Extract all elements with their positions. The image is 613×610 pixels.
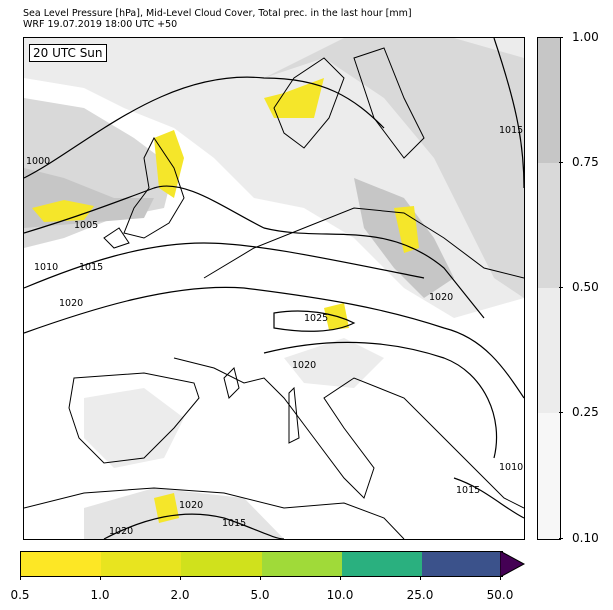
isobar: [493, 38, 524, 189]
coastline: [288, 386, 300, 444]
colorbar-tick-label: 10.0: [326, 588, 354, 602]
colorbar-segment: [538, 38, 560, 163]
isobar-label: 1020: [109, 526, 133, 537]
colorbar-tick-label: 0.50: [572, 280, 599, 294]
precip-area: [32, 200, 94, 222]
coastline: [203, 207, 524, 279]
isobar-layer: [24, 38, 524, 539]
isobar-label: 1015: [456, 485, 480, 496]
colorbar-segment: [181, 552, 262, 576]
colorbar-tick-label: 0.10: [572, 531, 599, 545]
coastline: [123, 137, 185, 239]
isobar-label: 1015: [499, 125, 523, 136]
isobar-label: 1010: [499, 462, 523, 473]
isobar-label: 1000: [26, 156, 50, 167]
precip-colorbar: [20, 551, 503, 577]
colorbar-segment: [341, 552, 422, 576]
coastline: [68, 372, 200, 464]
weather-map: 1000 1005 1010 1015 1020 1025 1020 1015 …: [23, 37, 525, 540]
isobar: [453, 477, 524, 519]
colorbar-tick-label: 0.5: [10, 588, 30, 602]
isobar-label: 1020: [179, 500, 203, 511]
cloud-region: [264, 38, 524, 298]
isobar-label: 1005: [74, 220, 98, 231]
isobar: [273, 310, 356, 332]
colorbar-segment: [21, 552, 102, 576]
cloud-region: [84, 488, 284, 539]
colorbar-tick-label: 2.0: [170, 588, 190, 602]
cloud-region: [284, 338, 384, 388]
colorbar-extend-arrow: [500, 551, 526, 577]
isobar: [24, 286, 524, 399]
colorbar-tick-label: 1.0: [90, 588, 110, 602]
coastline-layer: [24, 47, 524, 539]
colorbar-segment: [101, 552, 182, 576]
colorbar-segment: [261, 552, 342, 576]
isobar: [263, 341, 498, 459]
colorbar-tick-label: 25.0: [406, 588, 434, 602]
map-title: Sea Level Pressure [hPa], Mid-Level Clou…: [23, 8, 412, 19]
coastline: [223, 367, 240, 399]
colorbar-segment: [538, 413, 560, 539]
coastline: [173, 357, 524, 509]
colorbar-tick-label: 50.0: [486, 588, 514, 602]
colorbar-segment: [421, 552, 503, 576]
colorbar-segment: [538, 163, 560, 288]
isobar-label: 1020: [429, 292, 453, 303]
coastline: [273, 57, 345, 149]
isobar: [24, 242, 425, 289]
cloud-region: [84, 388, 184, 468]
isobar-label: 1010: [34, 262, 58, 273]
isobar: [24, 185, 485, 319]
coastline: [24, 487, 405, 539]
colorbar-tick-label: 1.00: [572, 30, 599, 44]
precip-area: [264, 78, 324, 118]
isobar-label: 1020: [292, 360, 316, 371]
colorbar-segment: [538, 288, 560, 413]
map-subtitle: WRF 19.07.2019 18:00 UTC +50: [23, 19, 178, 30]
colorbar-tick-label: 0.25: [572, 405, 599, 419]
colorbar-tick-label: 0.75: [572, 155, 599, 169]
precip-area: [394, 206, 419, 253]
isobar-label: 1015: [222, 518, 246, 529]
isobar: [103, 513, 285, 539]
isobar: [24, 76, 385, 179]
colorbar-tick-label: 5.0: [250, 588, 270, 602]
isobar-label: 1020: [59, 298, 83, 309]
precip-area: [154, 130, 184, 198]
time-label: 20 UTC Sun: [29, 44, 107, 62]
cloud-cover-colorbar: [537, 37, 561, 540]
isobar-label: 1025: [304, 313, 328, 324]
isobar-label: 1015: [79, 262, 103, 273]
coastline: [103, 227, 130, 249]
